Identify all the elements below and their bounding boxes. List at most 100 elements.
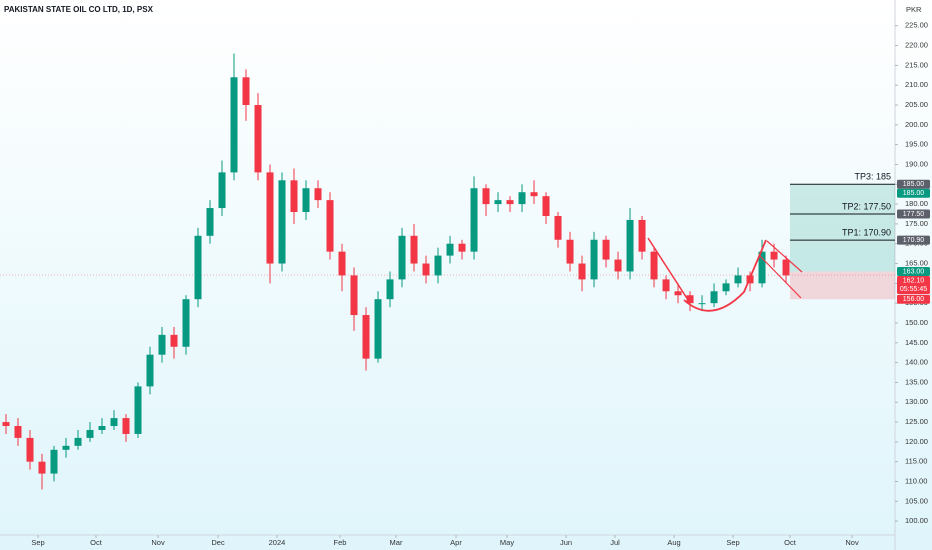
x-tick-label: Mar [390, 538, 403, 547]
target-label: TP1: 170.90 [842, 228, 891, 238]
candle-body [2, 422, 10, 427]
x-tick-label: Nov [151, 538, 165, 547]
candle-body [530, 192, 538, 197]
candle-body [566, 239, 574, 264]
candle-body [62, 445, 70, 450]
y-tick-label: 205.00 [905, 100, 928, 109]
candle-body [242, 77, 250, 106]
y-tick-label: 210.00 [905, 80, 928, 89]
candle-body [662, 279, 670, 292]
candle-body [602, 239, 610, 260]
candle-body [494, 200, 502, 205]
target-label: TP3: 185 [854, 172, 891, 182]
candle-body [422, 263, 430, 276]
candle-body [638, 219, 646, 252]
candle-body [554, 215, 562, 240]
candle-body [290, 180, 298, 213]
candle-body [110, 418, 118, 427]
countdown: 05:55:45 [900, 286, 927, 293]
price-tag-label: 170.90 [903, 237, 925, 244]
candle-body [266, 172, 274, 264]
price-tag-label: 185.00 [903, 190, 925, 197]
x-tick-label: Oct [90, 538, 103, 547]
candle-body [722, 283, 730, 292]
price-tag [897, 275, 930, 294]
candle-body [782, 259, 790, 276]
candle-body [218, 172, 226, 209]
y-tick-label: 165.00 [905, 259, 928, 268]
price-tag [897, 294, 930, 304]
y-tick-label: 105.00 [905, 496, 928, 505]
candle-body [98, 426, 106, 430]
x-tick-label: Jun [560, 538, 572, 547]
price-tag [897, 188, 930, 198]
candle-body [518, 192, 526, 205]
candle-body [446, 243, 454, 256]
candle-body [386, 279, 394, 300]
target-label: TP2: 177.50 [842, 201, 891, 211]
candle-body [458, 243, 466, 252]
loss-zone [789, 271, 895, 300]
candle-body [26, 437, 34, 462]
x-tick-label: Feb [334, 538, 347, 547]
candle-body [434, 255, 442, 276]
candle-body [38, 461, 46, 474]
candle-body [122, 418, 130, 434]
price-tag-label: 156.00 [903, 296, 925, 303]
candle-body [206, 208, 214, 236]
currency: PKR [906, 5, 922, 14]
y-tick-label: 180.00 [905, 199, 928, 208]
y-tick-label: 120.00 [905, 437, 928, 446]
candle-body [14, 426, 22, 438]
candle-body [230, 77, 238, 173]
x-tick-label: Apr [450, 538, 462, 547]
candle-body [470, 188, 478, 252]
y-tick-label: 200.00 [905, 120, 928, 129]
candle-body [506, 200, 514, 205]
y-tick-label: 145.00 [905, 338, 928, 347]
y-tick-label: 225.00 [905, 21, 928, 30]
candle-body [326, 200, 334, 252]
plot: TP3: 185 TP2: 177.50 TP1: 170.90 [0, 53, 895, 490]
candle-body [182, 299, 190, 347]
y-tick-label: 110.00 [905, 476, 927, 485]
profit-zone [789, 184, 895, 272]
candle-body [146, 354, 154, 387]
y-tick-label: 115.00 [905, 457, 927, 466]
candle-body [410, 235, 418, 264]
price-tag [897, 235, 930, 245]
candle-body [758, 251, 766, 284]
candle-body [698, 303, 706, 305]
candle-body [134, 386, 142, 434]
candle-body [770, 251, 778, 260]
y-tick-label: 220.00 [905, 41, 928, 50]
candle-body [158, 334, 166, 355]
y-tick-label: 190.00 [905, 159, 928, 168]
flag-channel [759, 240, 803, 299]
candle-body [374, 299, 382, 359]
price-tag [897, 179, 930, 189]
candle-body [74, 437, 82, 446]
y-tick-label: 195.00 [905, 140, 928, 149]
candle-body [590, 239, 598, 280]
price-tag-label: 177.50 [903, 211, 925, 218]
candle-body [614, 259, 622, 272]
candle-body [194, 235, 202, 300]
candle-body [674, 291, 682, 296]
price-tag [897, 209, 930, 219]
candle-body [734, 275, 742, 284]
y-tick-label: 130.00 [905, 397, 928, 406]
x-tick-label: Jul [610, 538, 620, 547]
y-tick-label: 150.00 [905, 318, 928, 327]
price-tag [897, 266, 930, 276]
x-tick-label: May [500, 538, 514, 547]
candle-body [314, 188, 322, 201]
y-tick-label: 175.00 [905, 219, 928, 228]
candle-body [398, 235, 406, 280]
candle-body [338, 251, 346, 276]
x-tick-label: 2024 [269, 538, 286, 547]
y-tick-label: 215.00 [905, 60, 928, 69]
cup-arc [683, 239, 767, 312]
candle-body [542, 196, 550, 216]
